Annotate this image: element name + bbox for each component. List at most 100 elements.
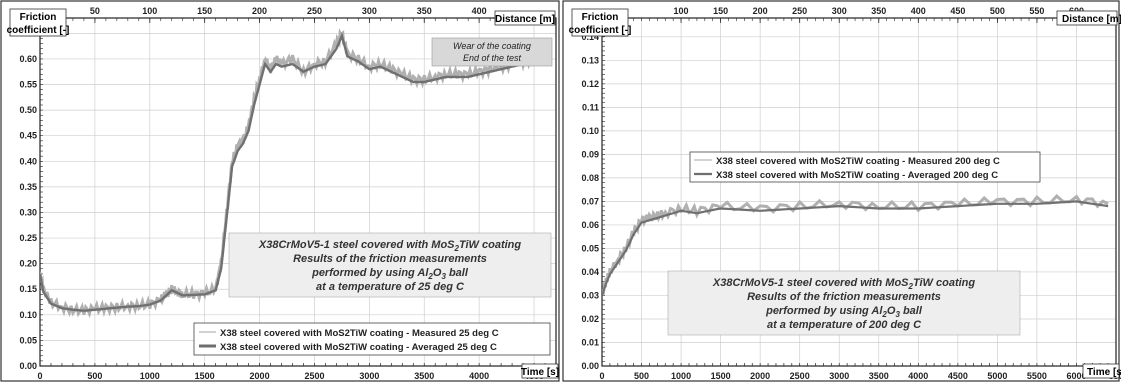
y-tick-label: 0.01 [581, 337, 599, 347]
x2-tick-label: 400 [911, 6, 926, 16]
y-tick-label: 0.11 [582, 102, 599, 112]
x-tick-label: 4500 [948, 371, 968, 381]
x-tick-label: 1000 [671, 371, 691, 381]
x2-tick-label: 300 [362, 6, 377, 16]
left-series-measured-line [40, 27, 545, 319]
y-tick-label: 0.60 [19, 54, 37, 64]
y-tick-label: 0.05 [581, 243, 599, 253]
y-tick-label: 0.35 [19, 182, 37, 192]
x2-tick-label: 550 [1029, 6, 1044, 16]
x-tick-label: 2000 [250, 371, 270, 381]
right-legend-label-measured: X38 steel covered with MoS2TiW coating -… [716, 156, 1000, 167]
left-ylabel-box [9, 8, 67, 37]
y-tick-label: 0.00 [19, 361, 37, 371]
x-tick-label: 2500 [304, 371, 324, 381]
left-text-box [228, 232, 552, 298]
x2-tick-label: 100 [142, 6, 157, 16]
right-textbox-line3: performed by using Al2O3 ball [765, 305, 923, 319]
right-panel-frame [562, 0, 1120, 382]
left-textbox-line3: performed by using Al2O3 ball [311, 267, 469, 281]
y-tick-label: 0.07 [581, 196, 599, 206]
left-x2label: Distance [m] [495, 14, 555, 25]
x-tick-label: 5500 [1027, 371, 1047, 381]
x-tick-label: 1500 [195, 371, 215, 381]
left-xlabel-box [521, 363, 559, 379]
y-tick-label: 0.25 [19, 233, 37, 243]
x2-tick-label: 450 [950, 6, 965, 16]
y-tick-label: 0.08 [581, 173, 599, 183]
x-tick-label: 3500 [414, 371, 434, 381]
x2-tick-label: 350 [417, 6, 432, 16]
x-tick-label: 1500 [711, 371, 731, 381]
right-xlabel-box [1082, 363, 1120, 379]
x-tick-label: 3000 [829, 371, 849, 381]
y-tick-label: 0.55 [19, 80, 37, 90]
x2-tick-label: 100 [674, 6, 689, 16]
x2-tick-label: 400 [472, 6, 487, 16]
x2-tick-label: 250 [307, 6, 322, 16]
right-textbox-line4: at a temperature of 200 deg C [767, 319, 922, 331]
x-tick-label: 0 [37, 371, 42, 381]
left-textbox-line2: Results of the friction measurements [293, 253, 487, 265]
x-tick-label: 500 [634, 371, 649, 381]
x2-tick-label: 300 [832, 6, 847, 16]
y-tick-label: 0.15 [19, 284, 37, 294]
left-annotation-box [431, 37, 553, 67]
y-tick-label: 0.03 [581, 290, 599, 300]
x2-tick-label: 150 [713, 6, 728, 16]
right-xlabel: Time [s] [1087, 367, 1121, 378]
x-tick-label: 6000 [1066, 371, 1086, 381]
left-annotation-line2: End of the test [463, 53, 522, 63]
right-ylabel-line2: coefficient [-] [569, 25, 632, 36]
y-tick-label: 0.09 [581, 149, 599, 159]
x2-tick-label: 150 [197, 6, 212, 16]
y-tick-label: 0.04 [581, 267, 599, 277]
right-legend-label-averaged: X38 steel covered with MoS2TiW coating -… [716, 170, 998, 181]
left-legend-label-averaged: X38 steel covered with MoS2TiW coating -… [220, 342, 497, 353]
x-tick-label: 4000 [469, 371, 489, 381]
y-tick-label: 0.05 [19, 335, 37, 345]
y-tick-label: 0.10 [19, 310, 37, 320]
left-ylabel-line2: coefficient [-] [7, 25, 70, 36]
right-x2label-box [1056, 10, 1118, 26]
x-tick-label: 5000 [987, 371, 1007, 381]
right-textbox-line2: Results of the friction measurements [747, 291, 941, 303]
x-tick-label: 2500 [790, 371, 810, 381]
left-series-averaged-line [40, 32, 544, 312]
x2-tick-label: 200 [252, 6, 267, 16]
y-tick-label: 0.20 [19, 259, 37, 269]
y-tick-label: 0.30 [19, 207, 37, 217]
y-tick-label: 0.06 [581, 220, 599, 230]
x2-tick-label: 350 [871, 6, 886, 16]
x-tick-label: 1000 [140, 371, 160, 381]
right-x2label: Distance [m] [1062, 14, 1121, 25]
left-textbox-line4: at a temperature of 25 deg C [316, 281, 465, 293]
x-tick-label: 3000 [359, 371, 379, 381]
left-ylabel-line1: Friction [20, 12, 57, 23]
right-legend [689, 151, 1041, 183]
right-ylabel-line1: Friction [582, 12, 619, 23]
y-tick-label: 0.13 [581, 55, 599, 65]
right-text-box [667, 270, 1021, 336]
y-tick-label: 0.02 [581, 314, 599, 324]
x2-tick-label: 50 [90, 6, 100, 16]
x2-tick-label: 500 [990, 6, 1005, 16]
x2-tick-label: 200 [753, 6, 768, 16]
y-tick-label: 0.14 [581, 32, 599, 42]
x-tick-label: 2000 [750, 371, 770, 381]
y-tick-label: 0.50 [19, 105, 37, 115]
right-ticks: 0.00 0.01 0.02 0.03 0.04 0.05 0.06 0.07 0.08 0.09… [581, 6, 1121, 381]
left-panel-frame [0, 0, 560, 382]
x-tick-label: 4000 [908, 371, 928, 381]
x-tick-label: 500 [87, 371, 102, 381]
left-legend-label-measured: X38 steel covered with MoS2TiW coating -… [220, 328, 499, 339]
y-tick-label: 0.10 [581, 126, 599, 136]
right-series-averaged-line [602, 200, 1109, 296]
left-x2label-box [494, 10, 556, 26]
right-ylabel-box [571, 8, 629, 37]
y-tick-label: 0.12 [581, 79, 599, 89]
y-tick-label: 0.00 [581, 361, 599, 371]
left-legend [193, 322, 551, 356]
